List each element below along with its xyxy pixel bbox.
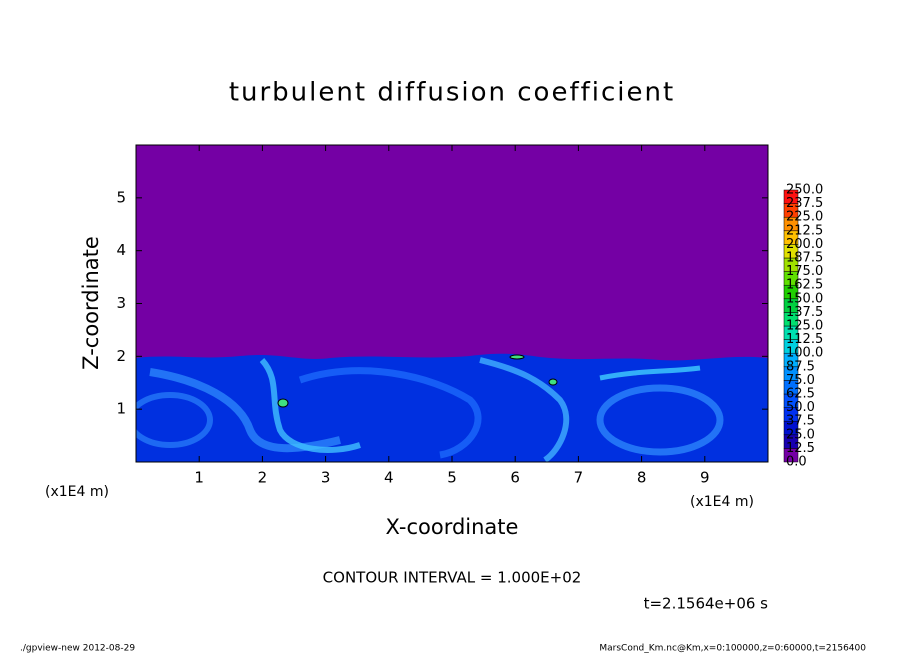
colorbar-label: 12.5 bbox=[786, 441, 815, 456]
y-tick-label: 1 bbox=[116, 400, 126, 418]
colorbar-label: 112.5 bbox=[786, 332, 823, 347]
swirl bbox=[479, 357, 570, 462]
colorbar-segment bbox=[783, 189, 799, 204]
x-tick-label: 4 bbox=[384, 469, 394, 487]
swirl bbox=[136, 392, 213, 448]
footer: ./gpview-new 2012-08-29 bbox=[20, 644, 135, 654]
time-label: t=2.1564e+06 s bbox=[644, 595, 769, 613]
y-tick-label: 2 bbox=[116, 347, 126, 365]
footer: MarsCond_Km.nc@Km,x=0:100000,z=0:60000,t… bbox=[599, 644, 866, 654]
colorbar-label: 175.0 bbox=[786, 264, 823, 279]
y-tick-label: 5 bbox=[116, 188, 126, 206]
x-tick-label: 5 bbox=[447, 469, 457, 487]
x-tick-label: 8 bbox=[637, 469, 647, 487]
colorbar-label: 162.5 bbox=[786, 278, 823, 293]
x-tick-label: 1 bbox=[194, 469, 204, 487]
colorbar-label: 200.0 bbox=[786, 237, 823, 252]
chart-title: turbulent diffusion coefficient bbox=[229, 78, 675, 108]
y-axis-label: Z-coordinate bbox=[79, 236, 103, 370]
colorbar-label: 125.0 bbox=[786, 319, 823, 334]
field bbox=[136, 353, 768, 462]
colorbar-label: 250.0 bbox=[786, 183, 823, 198]
contour bbox=[548, 378, 558, 386]
contour-interval: CONTOUR INTERVAL = 1.000E+02 bbox=[323, 569, 582, 587]
swirl bbox=[259, 357, 361, 453]
plot-area bbox=[135, 144, 769, 463]
x-tick-label: 2 bbox=[258, 469, 268, 487]
x-tick-label: 7 bbox=[574, 469, 584, 487]
x-tick-label: 3 bbox=[321, 469, 331, 487]
colorbar-label: 37.5 bbox=[786, 414, 815, 429]
colorbar-label: 50.0 bbox=[786, 400, 815, 415]
x-unit-label: (x1E4 m) bbox=[690, 494, 754, 510]
contour bbox=[509, 354, 525, 360]
colorbar-label: 100.0 bbox=[786, 346, 823, 361]
colorbar-label: 75.0 bbox=[786, 373, 815, 388]
colorbar-label: 25.0 bbox=[786, 427, 815, 442]
swirl bbox=[599, 365, 701, 381]
contour bbox=[277, 398, 289, 408]
colorbar-label: 87.5 bbox=[786, 359, 815, 374]
y-tick-label: 3 bbox=[116, 294, 126, 312]
swirl bbox=[298, 367, 482, 459]
colorbar-label: 150.0 bbox=[786, 291, 823, 306]
colorbar-label: 62.5 bbox=[786, 387, 815, 402]
x-unit-label: (x1E4 m) bbox=[45, 484, 109, 500]
x-tick-label: 6 bbox=[510, 469, 520, 487]
swirl bbox=[596, 384, 724, 456]
colorbar-label: 187.5 bbox=[786, 251, 823, 266]
colorbar-label: 225.0 bbox=[786, 210, 823, 225]
colorbar-label: 137.5 bbox=[786, 305, 823, 320]
x-tick-label: 9 bbox=[700, 469, 710, 487]
colorbar-label: 237.5 bbox=[786, 196, 823, 211]
colorbar-label: 212.5 bbox=[786, 223, 823, 238]
x-axis-label: X-coordinate bbox=[386, 515, 519, 539]
colorbar-label: 0.0 bbox=[786, 455, 807, 470]
y-tick-label: 4 bbox=[116, 241, 126, 259]
